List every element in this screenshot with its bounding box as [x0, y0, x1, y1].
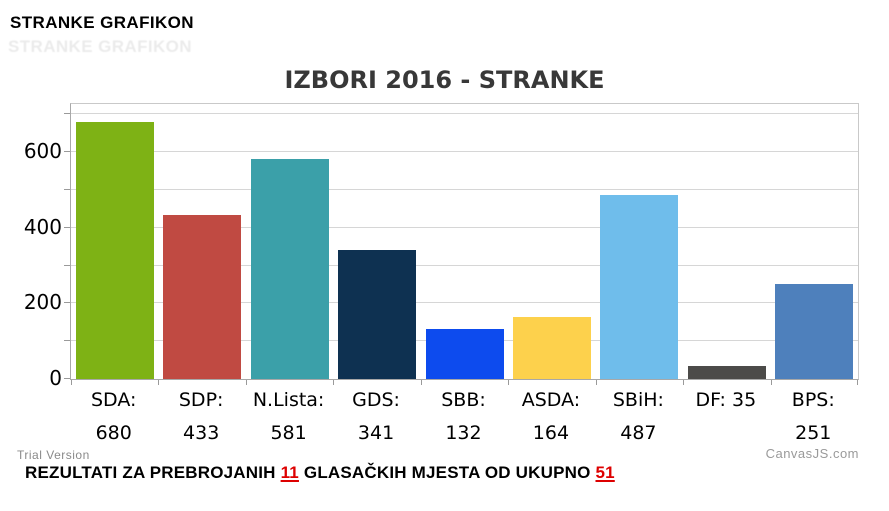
x-axis-tick-8 — [770, 380, 772, 385]
bar-SDP[interactable] — [163, 215, 242, 379]
y-axis-tick-200 — [64, 302, 70, 304]
x-axis-label-ASDA: ASDA: 164 — [521, 389, 581, 444]
bar-GDS[interactable] — [338, 250, 417, 379]
y-axis-tick-400 — [64, 226, 70, 228]
canvasjs-credit-link[interactable]: CanvasJS.com — [765, 446, 859, 461]
bar-SBB[interactable] — [425, 329, 504, 379]
y-axis-tick-300 — [64, 264, 70, 266]
y-axis-label-0: 0 — [49, 366, 62, 390]
gridline-500 — [71, 188, 858, 190]
gridline-700 — [71, 113, 858, 115]
y-axis-tick-600 — [64, 151, 70, 153]
y-axis-tick-700 — [64, 113, 70, 115]
x-axis-tick-0 — [71, 380, 72, 385]
bar-N.Lista[interactable] — [250, 159, 329, 379]
y-axis-label-400: 400 — [23, 214, 62, 239]
y-axis-label-200: 200 — [23, 290, 62, 315]
gridline-200 — [71, 302, 858, 304]
gridline-300 — [71, 264, 858, 266]
highlighted-count: 51 — [595, 463, 615, 482]
page-title-ghost: STRANKE GRAFIKON — [8, 37, 192, 56]
x-axis-label-N.Lista: N.Lista: 581 — [252, 389, 325, 444]
trial-version-watermark: Trial Version — [17, 448, 90, 462]
y-axis-label-600: 600 — [23, 139, 62, 164]
chart-title: IZBORI 2016 - STRANKE — [284, 66, 605, 94]
x-axis-label-SDA: SDA: 680 — [91, 389, 137, 444]
x-axis-tick-3 — [333, 380, 335, 385]
x-axis-label-DF: DF: 35 — [695, 389, 757, 411]
x-axis-tick-1 — [158, 380, 160, 385]
x-axis-label-SDP: SDP: 433 — [178, 389, 224, 444]
y-axis-tick-100 — [64, 340, 70, 342]
page-title: STRANKE GRAFIKON — [10, 13, 194, 32]
x-axis-label-SBiH: SBiH: 487 — [612, 389, 664, 444]
bar-SDA[interactable] — [75, 121, 154, 379]
note-text: REZULTATI ZA PREBROJANIH — [25, 463, 281, 482]
chart-plot-area — [64, 103, 859, 385]
x-axis-label-BPS: BPS: 251 — [791, 389, 835, 444]
x-axis-label-GDS: GDS: 341 — [352, 389, 400, 444]
bar-DF[interactable] — [687, 365, 766, 379]
results-note: REZULTATI ZA PREBROJANIH 11 GLASAČKIH MJ… — [25, 463, 615, 483]
x-axis-tick-2 — [245, 380, 247, 385]
x-axis-tick-5 — [508, 380, 510, 385]
y-axis-tick-500 — [64, 188, 70, 190]
x-axis-tick-9 — [857, 380, 858, 385]
x-axis-tick-4 — [420, 380, 422, 385]
x-axis-label-SBB: SBB: 132 — [441, 389, 486, 444]
gridline-400 — [71, 226, 858, 228]
x-axis-tick-7 — [683, 380, 685, 385]
x-axis-tick-6 — [595, 380, 597, 385]
gridline-600 — [71, 151, 858, 153]
bar-BPS[interactable] — [775, 284, 854, 379]
highlighted-count: 11 — [280, 463, 299, 482]
bar-SBiH[interactable] — [600, 194, 679, 379]
note-text: GLASAČKIH MJESTA OD UKUPNO — [298, 463, 596, 482]
bar-ASDA[interactable] — [512, 316, 591, 379]
y-axis-tick-0 — [64, 378, 70, 379]
